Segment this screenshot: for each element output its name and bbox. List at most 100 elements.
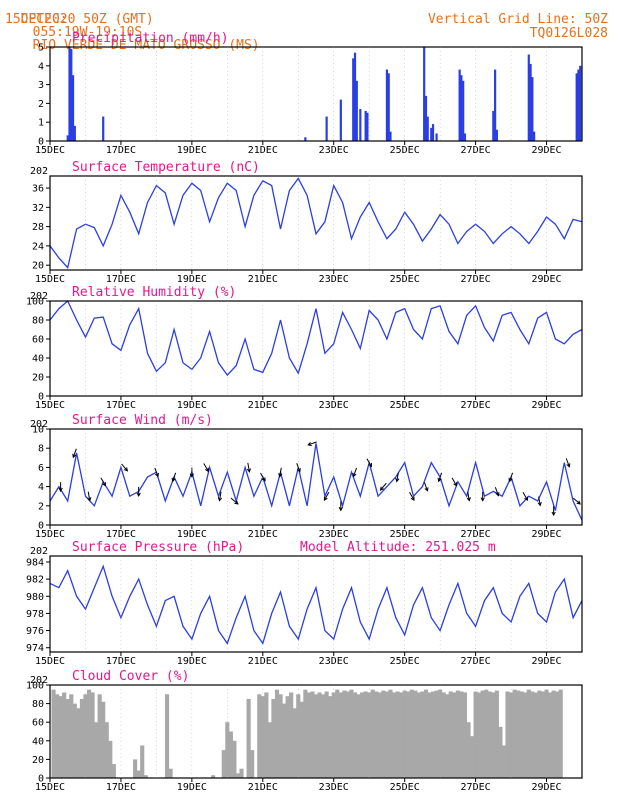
y-tick-label: 6 bbox=[38, 463, 44, 474]
cloud-bar bbox=[477, 692, 482, 778]
cloud-bar bbox=[342, 690, 347, 778]
y-tick-label: 976 bbox=[26, 626, 44, 637]
cloud-bar bbox=[427, 692, 432, 778]
precip-bar bbox=[435, 133, 438, 141]
precip-bar bbox=[492, 110, 495, 141]
cloud-bar bbox=[367, 692, 372, 778]
wind-arrow-head bbox=[87, 497, 92, 502]
cloud-bar bbox=[321, 694, 326, 778]
cloud-bar bbox=[94, 722, 99, 778]
cloud-bar bbox=[86, 689, 92, 778]
cloud-bar bbox=[221, 750, 226, 778]
wind-arrow bbox=[100, 477, 106, 486]
precip-bar bbox=[423, 47, 426, 141]
wind-arrow bbox=[366, 458, 372, 467]
precip-frame bbox=[49, 46, 583, 142]
precip-bar bbox=[458, 69, 461, 141]
x-tick-label: 27DEC bbox=[461, 782, 491, 793]
pressure-line bbox=[49, 564, 583, 645]
x-tick-label: 23DEC bbox=[319, 782, 349, 793]
x-tick-label: 29DEC bbox=[531, 274, 561, 285]
precip-bar bbox=[66, 135, 69, 141]
wind-arrow-head bbox=[189, 473, 194, 478]
wind-arrow bbox=[121, 463, 128, 472]
x-tick-label: 27DEC bbox=[461, 274, 491, 285]
x-tick-label: 23DEC bbox=[319, 145, 349, 156]
wind-arrow bbox=[154, 467, 159, 477]
cloud-bar bbox=[271, 698, 276, 778]
cloud-bar bbox=[76, 708, 81, 778]
cloud-bar bbox=[452, 692, 457, 778]
cloud-bar bbox=[168, 768, 173, 778]
cloud-bar bbox=[374, 691, 379, 778]
cloud-bar bbox=[402, 690, 407, 778]
wind-arrow bbox=[451, 477, 458, 486]
x-tick-label: 19DEC bbox=[177, 656, 207, 667]
humidity-panel: Relative Humidity (%)20202040608010015DE… bbox=[26, 285, 583, 411]
cloud-bar bbox=[296, 694, 301, 778]
precip-bar bbox=[430, 127, 433, 141]
precip-bar bbox=[426, 116, 429, 141]
cloud-bar bbox=[97, 694, 102, 778]
cloud-bar bbox=[104, 722, 109, 778]
x-tick-label: 25DEC bbox=[390, 782, 420, 793]
wind-arrow bbox=[203, 463, 209, 472]
wind-arrow-head bbox=[524, 496, 529, 502]
cloud-bar bbox=[498, 726, 503, 778]
x-tick-label: 19DEC bbox=[177, 529, 207, 540]
x-tick-label: 17DEC bbox=[106, 274, 136, 285]
precip-panel: Precipitation (mm/h) 0 1 2 3 4 5 15DEC 17DEC 19DE… bbox=[35, 31, 583, 156]
precip-bar bbox=[527, 54, 530, 141]
cloud-bar bbox=[448, 691, 453, 778]
wind-arrow-head bbox=[576, 500, 581, 505]
y-tick-label: 974 bbox=[26, 643, 44, 654]
x-tick-label: 29DEC bbox=[531, 782, 561, 793]
cloud-bar bbox=[548, 692, 553, 778]
x-tick-label: 25DEC bbox=[390, 400, 420, 411]
precip-bar bbox=[339, 99, 342, 141]
wind-arrow bbox=[572, 497, 581, 505]
y-tick-label: 3 bbox=[38, 80, 44, 91]
cloud-bar bbox=[292, 708, 297, 778]
precip-bar bbox=[68, 47, 71, 141]
precip-bar bbox=[531, 77, 534, 141]
cloud-bar bbox=[111, 764, 116, 778]
cloud-bar bbox=[282, 703, 287, 778]
cloud-bar bbox=[420, 691, 425, 778]
precip-bar bbox=[462, 80, 465, 141]
cloud-bar bbox=[72, 703, 77, 778]
cloud-bar bbox=[285, 696, 290, 778]
wind-line bbox=[49, 443, 583, 521]
x-tick-label: 25DEC bbox=[390, 656, 420, 667]
x-tick-label: 27DEC bbox=[461, 145, 491, 156]
wind-arrow bbox=[396, 472, 399, 482]
wind-arrow-head bbox=[551, 511, 556, 517]
wind-arrow bbox=[323, 492, 330, 501]
x-tick-label: 27DEC bbox=[461, 400, 491, 411]
precip-bar bbox=[355, 80, 358, 141]
x-tick-label: 21DEC bbox=[248, 782, 278, 793]
model-code-label: TQ0126L028 bbox=[529, 26, 608, 41]
x-tick-label: 29DEC bbox=[531, 400, 561, 411]
wind-arrow-head bbox=[395, 477, 400, 483]
x-tick-label: 19DEC bbox=[177, 782, 207, 793]
cloud-bar bbox=[306, 692, 311, 778]
cloud-bar bbox=[69, 694, 74, 778]
wind-arrow bbox=[72, 448, 77, 458]
cloud-bar bbox=[274, 689, 280, 778]
cloud-bar bbox=[409, 689, 414, 778]
cloud-bar bbox=[246, 698, 251, 778]
wind-arrow-head bbox=[352, 472, 357, 478]
cloud-bar bbox=[79, 698, 84, 778]
wind-arrow-head bbox=[205, 467, 209, 473]
precip-bar bbox=[325, 116, 328, 141]
wind-arrow-head bbox=[261, 477, 266, 482]
wind-arrow-head bbox=[123, 467, 129, 472]
x-tick-label: 23DEC bbox=[319, 400, 349, 411]
cloud-bar bbox=[83, 694, 88, 778]
x-tick-label: 21DEC bbox=[248, 400, 278, 411]
y-tick-label: 60 bbox=[32, 335, 44, 346]
cloud-bar bbox=[459, 691, 464, 778]
cloud-bar bbox=[313, 694, 319, 778]
